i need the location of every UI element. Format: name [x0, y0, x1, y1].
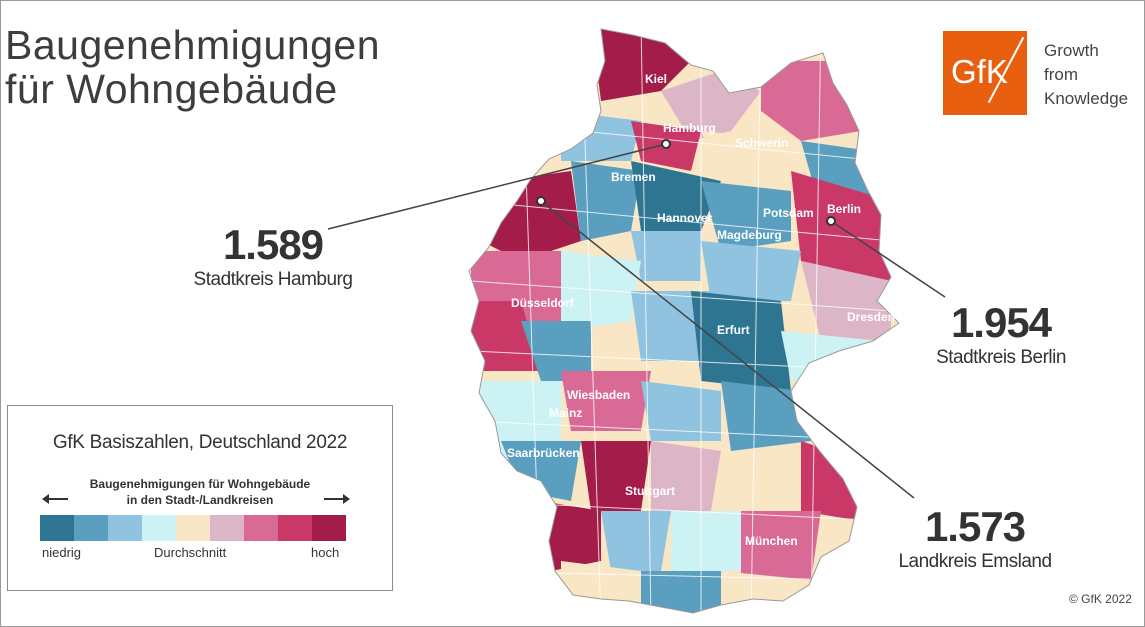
- map-legend: GfK Basiszahlen, Deutschland 2022 Baugen…: [7, 405, 393, 591]
- map-regions: [469, 29, 899, 613]
- tagline-line: Growth: [1044, 41, 1099, 60]
- legend-subtitle: Baugenehmigungen für Wohngebäude in den …: [8, 476, 392, 508]
- city-label: Saarbrücken: [507, 446, 580, 460]
- gfk-logo: GfK: [943, 31, 1027, 115]
- city-label: Wiesbaden: [567, 388, 630, 402]
- legend-swatch-9: [312, 515, 346, 541]
- arrow-right-icon: [324, 494, 350, 504]
- legend-swatch-4: [142, 515, 176, 541]
- berlin-marker: [826, 216, 836, 226]
- copyright: © GfK 2022: [1069, 592, 1132, 606]
- city-label: Hamburg: [663, 121, 716, 135]
- legend-mid-label: Durchschnitt: [154, 545, 227, 560]
- legend-swatch-8: [278, 515, 312, 541]
- city-label: Stuttgart: [625, 484, 675, 498]
- leader-hamburg: [327, 143, 667, 230]
- legend-swatch-5: [176, 515, 210, 541]
- callout-hamburg: 1.589 Stadtkreis Hamburg: [181, 223, 365, 291]
- legend-swatch-3: [108, 515, 142, 541]
- leader-berlin: [830, 220, 946, 298]
- arrow-left-icon: [42, 494, 68, 504]
- hamburg-marker: [661, 139, 671, 149]
- callout-label: Stadtkreis Hamburg: [193, 269, 353, 290]
- legend-subtitle-line-2: in den Stadt-/Landkreisen: [126, 493, 274, 507]
- tagline-line: from: [1044, 65, 1078, 84]
- city-label: Hannover: [657, 211, 713, 225]
- emsland-marker: [536, 196, 546, 206]
- city-label: Schwerin: [735, 136, 788, 150]
- legend-swatch-2: [74, 515, 108, 541]
- legend-swatch-6: [210, 515, 244, 541]
- city-label: Düsseldorf: [511, 296, 575, 310]
- city-label: Bremen: [611, 170, 656, 184]
- gfk-logo-text: GfK: [951, 53, 1008, 90]
- callout-value: 1.573: [924, 503, 1026, 550]
- callout-label: Stadtkreis Berlin: [936, 347, 1066, 368]
- city-label: Berlin: [827, 202, 861, 216]
- page-title: Baugenehmigungen für Wohngebäude: [5, 23, 380, 111]
- city-label: Potsdam: [763, 206, 814, 220]
- legend-low-label: niedrig: [42, 545, 82, 560]
- city-label: Erfurt: [717, 323, 750, 337]
- logo-tagline: Growth from Knowledge: [1044, 39, 1128, 111]
- callout-emsland: 1.573 Landkreis Emsland: [885, 505, 1065, 573]
- title-line-1: Baugenehmigungen: [5, 22, 381, 68]
- city-label: Kiel: [645, 72, 667, 86]
- callout-value: 1.589: [222, 221, 324, 268]
- legend-swatch-1: [40, 515, 74, 541]
- title-line-2: für Wohngebäude: [5, 66, 338, 112]
- legend-high-label: hoch: [311, 545, 340, 560]
- leader-emsland: [540, 200, 915, 499]
- city-label: München: [745, 534, 798, 548]
- legend-swatch-7: [244, 515, 278, 541]
- callout-label: Landkreis Emsland: [898, 551, 1052, 572]
- legend-color-scale: [40, 515, 346, 541]
- legend-subtitle-line-1: Baugenehmigungen für Wohngebäude: [89, 477, 311, 491]
- tagline-line: Knowledge: [1044, 89, 1129, 108]
- callout-value: 1.954: [950, 299, 1052, 346]
- city-label: Magdeburg: [717, 228, 782, 242]
- city-label: Mainz: [549, 406, 582, 420]
- callout-berlin: 1.954 Stadtkreis Berlin: [921, 301, 1081, 369]
- city-label: Dresden: [847, 310, 895, 324]
- legend-title: GfK Basiszahlen, Deutschland 2022: [52, 432, 348, 453]
